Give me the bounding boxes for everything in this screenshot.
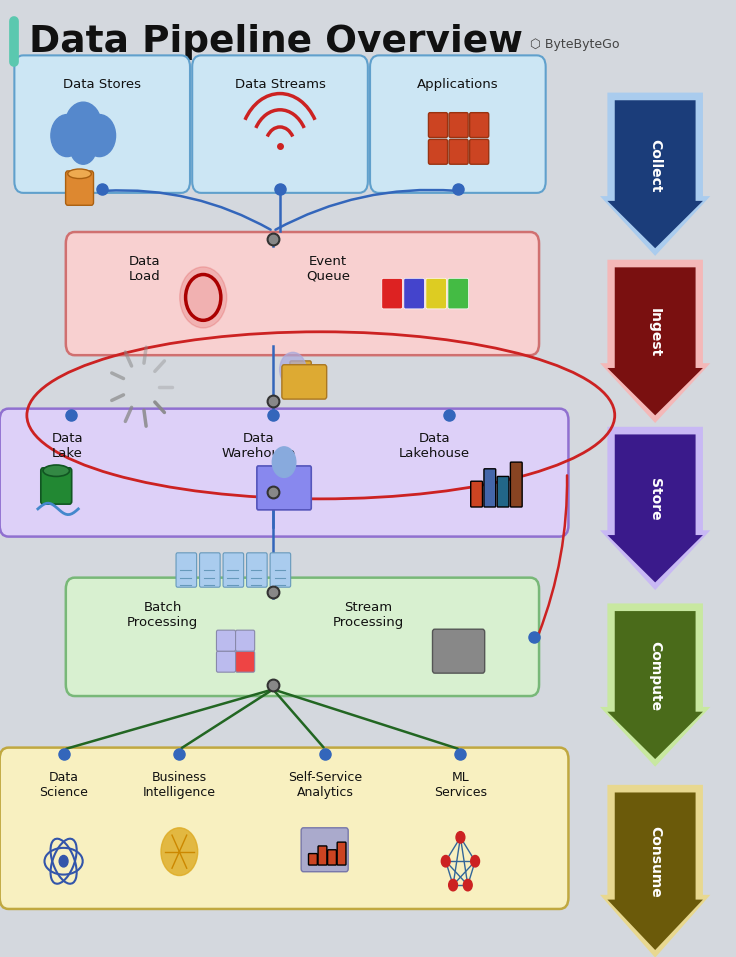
FancyBboxPatch shape <box>66 232 539 355</box>
FancyBboxPatch shape <box>257 466 311 510</box>
FancyArrowPatch shape <box>182 691 271 748</box>
FancyBboxPatch shape <box>199 553 220 588</box>
FancyBboxPatch shape <box>433 629 485 673</box>
Circle shape <box>456 832 465 843</box>
Circle shape <box>464 879 473 891</box>
Circle shape <box>70 130 96 165</box>
Polygon shape <box>600 604 710 767</box>
FancyBboxPatch shape <box>318 846 327 865</box>
FancyArrowPatch shape <box>276 690 458 748</box>
FancyBboxPatch shape <box>470 113 489 138</box>
FancyBboxPatch shape <box>247 553 267 588</box>
Polygon shape <box>600 427 710 590</box>
Text: ML
Services: ML Services <box>434 770 487 798</box>
Text: Compute: Compute <box>648 641 662 711</box>
FancyBboxPatch shape <box>290 361 311 374</box>
Text: Data Pipeline Overview: Data Pipeline Overview <box>29 24 523 60</box>
FancyBboxPatch shape <box>470 140 489 165</box>
FancyBboxPatch shape <box>282 365 327 399</box>
Polygon shape <box>607 612 703 759</box>
FancyBboxPatch shape <box>428 140 447 165</box>
FancyArrowPatch shape <box>66 690 270 748</box>
FancyBboxPatch shape <box>510 462 522 507</box>
FancyBboxPatch shape <box>0 747 568 909</box>
Text: Self-Service
Analytics: Self-Service Analytics <box>289 770 362 798</box>
FancyBboxPatch shape <box>428 113 447 138</box>
Circle shape <box>83 115 116 157</box>
FancyBboxPatch shape <box>236 651 255 672</box>
Text: Batch
Processing: Batch Processing <box>127 601 199 629</box>
Text: Data
Load: Data Load <box>129 255 160 283</box>
FancyBboxPatch shape <box>426 278 447 309</box>
FancyBboxPatch shape <box>216 630 236 651</box>
Circle shape <box>51 115 83 157</box>
Circle shape <box>272 447 296 478</box>
FancyBboxPatch shape <box>448 278 469 309</box>
FancyBboxPatch shape <box>382 278 403 309</box>
Polygon shape <box>600 93 710 256</box>
Text: Collect: Collect <box>648 139 662 192</box>
Circle shape <box>449 879 458 891</box>
FancyBboxPatch shape <box>66 578 539 696</box>
Text: Ingest: Ingest <box>648 308 662 357</box>
FancyBboxPatch shape <box>328 850 336 865</box>
FancyBboxPatch shape <box>404 278 425 309</box>
Ellipse shape <box>43 465 69 477</box>
FancyBboxPatch shape <box>498 477 509 507</box>
Text: Data Streams: Data Streams <box>235 78 325 91</box>
FancyBboxPatch shape <box>449 140 468 165</box>
FancyBboxPatch shape <box>192 56 368 193</box>
FancyArrowPatch shape <box>275 692 324 747</box>
FancyBboxPatch shape <box>471 481 483 507</box>
FancyArrowPatch shape <box>539 476 567 634</box>
Polygon shape <box>600 785 710 957</box>
FancyBboxPatch shape <box>0 409 568 537</box>
Text: Data
Warehouse: Data Warehouse <box>222 432 295 459</box>
Text: Data
Science: Data Science <box>39 770 88 798</box>
Text: Business
Intelligence: Business Intelligence <box>143 770 216 798</box>
Text: Event
Queue: Event Queue <box>306 255 350 283</box>
FancyBboxPatch shape <box>484 469 496 507</box>
Text: Store: Store <box>648 478 662 521</box>
FancyBboxPatch shape <box>337 842 346 865</box>
FancyArrowPatch shape <box>105 190 271 230</box>
Text: Data
Lake: Data Lake <box>52 432 83 459</box>
Circle shape <box>442 856 450 867</box>
FancyBboxPatch shape <box>236 630 255 651</box>
FancyBboxPatch shape <box>176 553 197 588</box>
FancyBboxPatch shape <box>301 828 348 872</box>
Polygon shape <box>607 792 703 950</box>
Circle shape <box>161 828 198 876</box>
Polygon shape <box>607 434 703 583</box>
Text: Applications: Applications <box>417 78 499 91</box>
FancyBboxPatch shape <box>270 553 291 588</box>
Circle shape <box>59 856 68 867</box>
Circle shape <box>471 856 480 867</box>
FancyArrowPatch shape <box>275 189 455 230</box>
Polygon shape <box>600 259 710 423</box>
FancyBboxPatch shape <box>66 171 93 206</box>
FancyBboxPatch shape <box>370 56 545 193</box>
FancyBboxPatch shape <box>308 854 317 865</box>
Polygon shape <box>607 267 703 415</box>
Text: Stream
Processing: Stream Processing <box>333 601 404 629</box>
FancyBboxPatch shape <box>216 651 236 672</box>
Ellipse shape <box>68 169 91 179</box>
Text: Data
Lakehouse: Data Lakehouse <box>399 432 470 459</box>
Text: Data Stores: Data Stores <box>63 78 141 91</box>
Circle shape <box>280 352 306 387</box>
FancyBboxPatch shape <box>449 113 468 138</box>
Text: ⬡ ByteByteGo: ⬡ ByteByteGo <box>530 38 620 51</box>
Text: Consume: Consume <box>648 826 662 898</box>
FancyBboxPatch shape <box>15 56 190 193</box>
FancyBboxPatch shape <box>223 553 244 588</box>
Circle shape <box>180 267 227 328</box>
FancyBboxPatch shape <box>40 468 71 504</box>
Polygon shape <box>607 100 703 248</box>
Circle shape <box>65 102 102 150</box>
